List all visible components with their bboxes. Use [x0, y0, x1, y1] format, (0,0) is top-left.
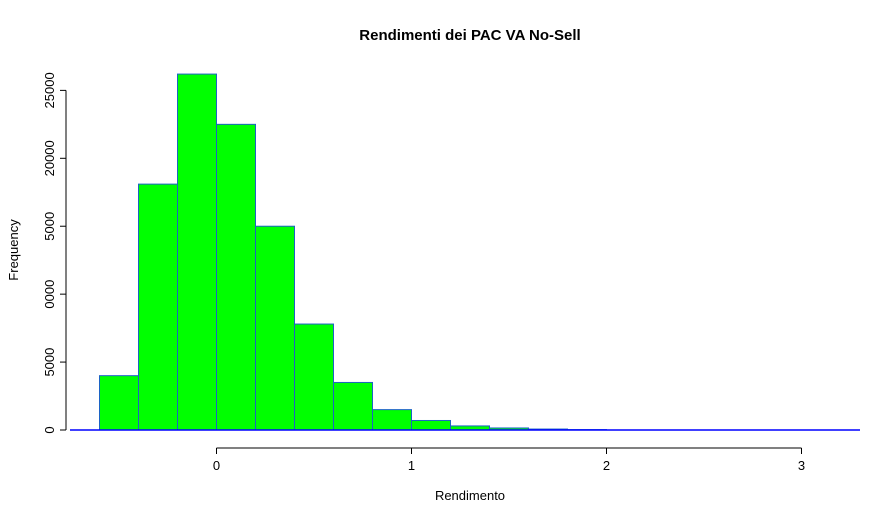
y-tick-label: 5000	[42, 212, 57, 241]
histogram-bar	[373, 410, 412, 430]
y-tick-label: 20000	[42, 140, 57, 176]
x-tick-label: 1	[408, 458, 415, 473]
histogram-bar	[334, 382, 373, 430]
y-tick-label: 5000	[42, 348, 57, 377]
chart-title: Rendimenti dei PAC VA No-Sell	[359, 27, 580, 44]
histogram-bar	[139, 184, 178, 430]
histogram-bar	[217, 124, 256, 430]
chart-svg: Rendimenti dei PAC VA No-Sell 0 1 2 3 Rendime…	[0, 0, 886, 524]
x-axis-label: Rendimento	[435, 488, 505, 503]
histogram-bar	[295, 324, 334, 430]
histogram-bar	[412, 420, 451, 430]
x-tick-label: 0	[213, 458, 220, 473]
y-axis-label: Frequency	[6, 219, 21, 281]
chart-background	[0, 0, 886, 524]
x-tick-label: 2	[603, 458, 610, 473]
histogram-bar	[256, 226, 295, 430]
histogram-bar	[100, 376, 139, 430]
y-tick-label: 0	[42, 426, 57, 433]
histogram-bar	[178, 74, 217, 430]
x-tick-label: 3	[798, 458, 805, 473]
y-tick-label: 25000	[42, 72, 57, 108]
histogram-chart: Rendimenti dei PAC VA No-Sell 0 1 2 3 Rendime…	[0, 0, 886, 524]
y-tick-label: 0000	[42, 280, 57, 309]
